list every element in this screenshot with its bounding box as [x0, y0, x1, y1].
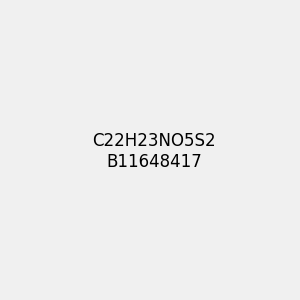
Text: C22H23NO5S2
B11648417: C22H23NO5S2 B11648417 — [92, 132, 216, 171]
